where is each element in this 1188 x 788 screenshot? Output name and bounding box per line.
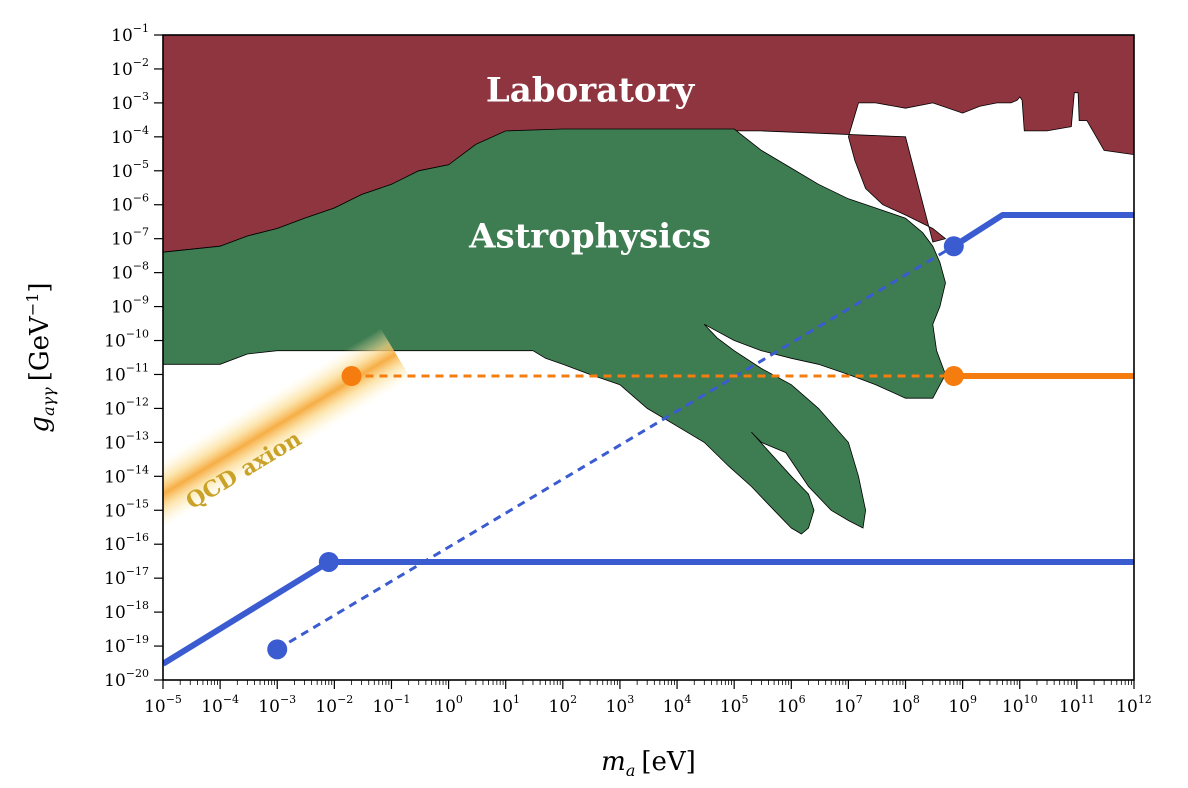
x-tick-label: 10−5 bbox=[144, 693, 182, 717]
marker-point-3 bbox=[943, 236, 964, 257]
x-tick-label: 103 bbox=[606, 693, 635, 717]
y-tick-label: 10−6 bbox=[111, 192, 149, 216]
x-tick-label: 10−3 bbox=[258, 693, 296, 717]
y-axis-ticks: 10−1 10−2 10−3 10−4 10−5 10−6 10−7 10−8 10−9 10−1… bbox=[104, 22, 163, 691]
plot-frame bbox=[162, 34, 1135, 681]
region-astrophysics bbox=[163, 128, 946, 535]
region-label-astrophysics: Astrophysics bbox=[468, 217, 711, 257]
x-tick-label: 105 bbox=[720, 693, 749, 717]
plot-area: QCD axion Laboratory Astrophysics bbox=[163, 35, 1134, 667]
series-line-2-solid bbox=[952, 212, 1134, 249]
qcd-axion-band bbox=[163, 328, 412, 541]
marker-point-1 bbox=[318, 551, 339, 572]
marker-point-4 bbox=[341, 366, 362, 387]
region-label-laboratory: Laboratory bbox=[486, 71, 696, 111]
x-axis-ticks: 10−5 10−4 10−3 10−2 10−1 100 101 102 103 104 105 10… bbox=[144, 680, 1152, 717]
y-tick-label: 10−7 bbox=[111, 226, 149, 250]
y-tick-label: 10−15 bbox=[104, 497, 149, 521]
x-tick-label: 106 bbox=[777, 693, 806, 717]
qcd-axion-band-fill bbox=[163, 328, 412, 541]
y-tick-label: 10−14 bbox=[104, 463, 149, 487]
x-tick-label: 10−1 bbox=[373, 693, 411, 717]
y-axis-label: gaγγ[GeV−1] bbox=[23, 282, 58, 432]
y-tick-label: 10−4 bbox=[111, 124, 149, 148]
y-tick-label: 10−18 bbox=[104, 599, 149, 623]
y-tick-label: 10−2 bbox=[111, 56, 149, 80]
x-tick-label: 100 bbox=[434, 693, 463, 717]
y-tick-label: 10−9 bbox=[111, 294, 149, 318]
x-tick-label: 10−2 bbox=[315, 693, 353, 717]
y-tick-label: 10−16 bbox=[104, 531, 149, 555]
x-tick-label: 101 bbox=[491, 693, 520, 717]
marker-point-5 bbox=[943, 366, 964, 387]
y-tick-label: 10−11 bbox=[104, 361, 149, 385]
y-tick-label: 10−13 bbox=[104, 429, 149, 453]
x-tick-label: 104 bbox=[663, 693, 692, 717]
y-tick-label: 10−3 bbox=[111, 90, 149, 114]
x-tick-label: 10−4 bbox=[201, 693, 239, 717]
regions-layer bbox=[163, 35, 1134, 535]
y-tick-label: 10−19 bbox=[104, 633, 149, 657]
x-tick-label: 107 bbox=[834, 693, 863, 717]
markers-layer bbox=[267, 236, 964, 660]
region-labels-layer: Laboratory Astrophysics bbox=[468, 71, 711, 257]
y-tick-label: 10−10 bbox=[104, 328, 149, 352]
x-axis-label: ma [eV] bbox=[601, 747, 696, 780]
y-tick-label: 10−5 bbox=[111, 158, 149, 182]
series-line-3-dashed bbox=[276, 244, 955, 651]
y-tick-label: 10−8 bbox=[111, 260, 149, 284]
series-line-1-solid bbox=[163, 559, 1134, 667]
x-tick-label: 109 bbox=[948, 693, 977, 717]
x-tick-label: 1011 bbox=[1059, 693, 1095, 717]
qcd-band-layer: QCD axion bbox=[163, 328, 412, 541]
x-tick-label: 102 bbox=[549, 693, 578, 717]
x-tick-label: 1012 bbox=[1116, 693, 1152, 717]
x-tick-label: 1010 bbox=[1002, 693, 1038, 717]
marker-point-2 bbox=[267, 639, 288, 660]
y-tick-label: 10−17 bbox=[104, 565, 149, 589]
y-tick-label: 10−1 bbox=[111, 22, 149, 46]
x-tick-label: 108 bbox=[891, 693, 920, 717]
y-tick-label: 10−12 bbox=[104, 395, 149, 419]
y-tick-label: 10−20 bbox=[104, 667, 149, 691]
